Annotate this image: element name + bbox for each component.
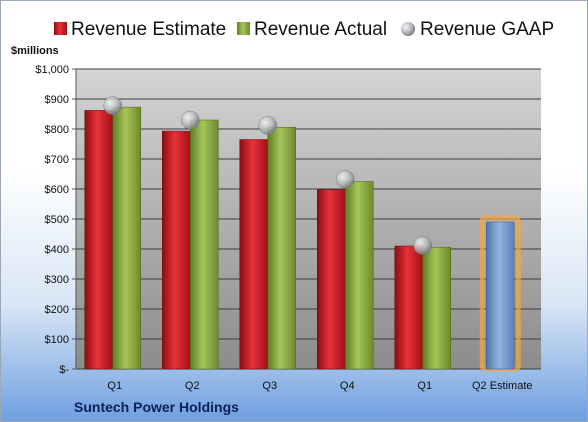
bar-revenue-estimate xyxy=(394,245,423,370)
y-tick-label: $600 xyxy=(45,184,69,196)
y-tick-label: $300 xyxy=(45,274,69,286)
point-revenue-gaap xyxy=(181,110,200,130)
bar-revenue-actual xyxy=(112,106,141,370)
y-tick-label: $100 xyxy=(45,334,69,346)
bar-revenue-estimate xyxy=(239,139,268,370)
y-tick-label: $900 xyxy=(45,94,69,106)
y-tick-label: $1,000 xyxy=(35,64,69,76)
legend: Revenue Estimate Revenue Actual Revenue … xyxy=(54,19,554,40)
y-tick-label: $800 xyxy=(45,124,69,136)
legend-swatch-revenue-estimate xyxy=(54,22,67,35)
y-tick-label: $500 xyxy=(45,214,69,226)
legend-label-revenue-estimate: Revenue Estimate xyxy=(71,19,226,40)
bar-revenue-actual xyxy=(422,246,451,370)
legend-marker-revenue-gaap xyxy=(401,22,415,36)
x-tick-label: Q3 xyxy=(262,380,277,392)
point-revenue-gaap xyxy=(103,96,122,115)
y-tick-label: $700 xyxy=(45,154,69,166)
bar-revenue-estimate xyxy=(317,189,346,370)
gridlines xyxy=(76,68,541,370)
company-name: Suntech Power Holdings xyxy=(74,399,239,415)
x-axis-ticks: Q1 Q2 Q3 Q4 Q1 Q2 Estimate xyxy=(107,380,532,392)
bar-q2-estimate xyxy=(486,221,515,370)
point-revenue-gaap xyxy=(258,116,277,135)
x-tick-label: Q4 xyxy=(340,380,355,392)
y-axis-unit-label: $millions xyxy=(11,45,59,57)
point-revenue-gaap xyxy=(413,236,432,255)
bar-revenue-actual xyxy=(345,181,374,370)
y-axis-ticks: $- $100 $200 $300 $400 $500 $600 $700 $800 $900 $1… xyxy=(35,64,77,376)
legend-swatch-revenue-actual xyxy=(237,22,250,35)
y-tick-label: $200 xyxy=(45,304,69,316)
bar-revenue-actual xyxy=(267,126,296,370)
y-tick-label: $400 xyxy=(45,244,69,256)
chart-marks xyxy=(84,96,521,372)
point-revenue-gaap xyxy=(336,170,355,189)
x-tick-label: Q2 Estimate xyxy=(472,380,533,392)
x-tick-label: Q1 xyxy=(417,380,432,392)
y-tick-label: $- xyxy=(59,364,69,376)
x-tick-label: Q2 xyxy=(185,380,200,392)
legend-label-revenue-actual: Revenue Actual xyxy=(254,19,387,40)
bar-revenue-estimate xyxy=(84,110,113,370)
legend-label-revenue-gaap: Revenue GAAP xyxy=(420,19,554,40)
x-tick-label: Q1 xyxy=(107,380,122,392)
bar-revenue-actual xyxy=(190,119,219,370)
bar-revenue-estimate xyxy=(162,130,191,370)
